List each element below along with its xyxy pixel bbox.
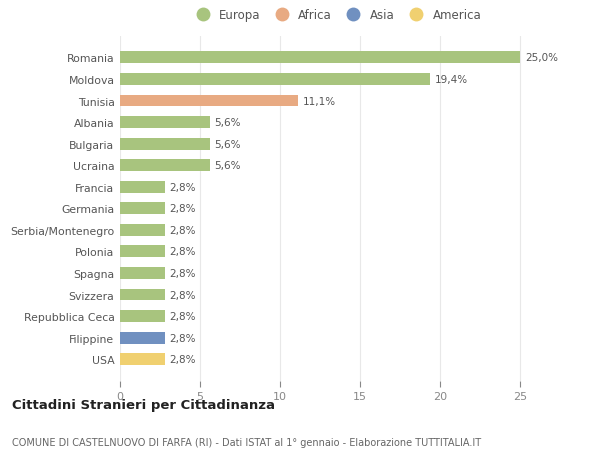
Bar xyxy=(120,289,165,301)
Text: 2,8%: 2,8% xyxy=(170,225,196,235)
Text: 5,6%: 5,6% xyxy=(214,118,241,128)
Bar xyxy=(120,246,165,258)
Bar xyxy=(120,52,520,64)
Bar xyxy=(120,181,165,193)
Text: 2,8%: 2,8% xyxy=(170,247,196,257)
Bar xyxy=(120,203,165,215)
Text: 2,8%: 2,8% xyxy=(170,311,196,321)
Text: 2,8%: 2,8% xyxy=(170,269,196,278)
Bar xyxy=(120,332,165,344)
Text: 2,8%: 2,8% xyxy=(170,354,196,364)
Bar xyxy=(120,353,165,365)
Text: 5,6%: 5,6% xyxy=(214,161,241,171)
Text: 25,0%: 25,0% xyxy=(525,53,558,63)
Bar xyxy=(120,224,165,236)
Legend: Europa, Africa, Asia, America: Europa, Africa, Asia, America xyxy=(188,6,484,24)
Text: 5,6%: 5,6% xyxy=(214,140,241,149)
Text: 2,8%: 2,8% xyxy=(170,333,196,343)
Text: COMUNE DI CASTELNUOVO DI FARFA (RI) - Dati ISTAT al 1° gennaio - Elaborazione TU: COMUNE DI CASTELNUOVO DI FARFA (RI) - Da… xyxy=(12,437,481,447)
Text: 19,4%: 19,4% xyxy=(435,75,469,85)
Text: 2,8%: 2,8% xyxy=(170,204,196,214)
Text: 11,1%: 11,1% xyxy=(302,96,335,106)
Bar xyxy=(120,268,165,279)
Bar xyxy=(120,117,209,129)
Bar xyxy=(120,95,298,107)
Text: 2,8%: 2,8% xyxy=(170,182,196,192)
Bar xyxy=(120,310,165,322)
Text: Cittadini Stranieri per Cittadinanza: Cittadini Stranieri per Cittadinanza xyxy=(12,398,275,412)
Bar xyxy=(120,74,430,86)
Bar xyxy=(120,139,209,150)
Text: 2,8%: 2,8% xyxy=(170,290,196,300)
Bar xyxy=(120,160,209,172)
